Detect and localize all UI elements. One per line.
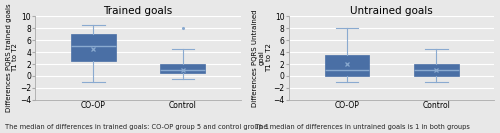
PathPatch shape <box>71 34 116 61</box>
PathPatch shape <box>160 64 205 73</box>
PathPatch shape <box>414 64 459 76</box>
Title: Trained goals: Trained goals <box>104 6 173 16</box>
Y-axis label: Differences PQRS trained goals
T1 to T2: Differences PQRS trained goals T1 to T2 <box>6 4 18 112</box>
Y-axis label: Differences PQRS Untrained
goal
T1 to T2: Differences PQRS Untrained goal T1 to T2 <box>252 9 272 107</box>
Text: The median of differences in untrained goals is 1 in both groups: The median of differences in untrained g… <box>255 124 470 130</box>
PathPatch shape <box>324 55 370 76</box>
Title: Untrained goals: Untrained goals <box>350 6 433 16</box>
Text: The median of differences in trained goals: CO-OP group 5 and control group 1: The median of differences in trained goa… <box>5 124 269 130</box>
